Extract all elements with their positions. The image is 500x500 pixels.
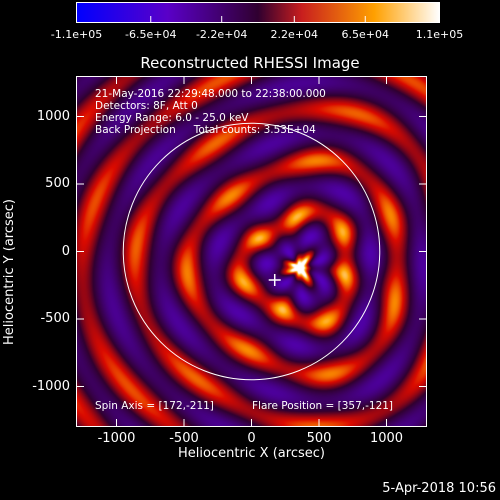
y-tick-label: 500 [45, 176, 70, 191]
y-tick-label: 0 [61, 243, 70, 259]
colorbar-tick-label: -1.1e+05 [50, 28, 103, 41]
y-axis-label: Heliocentric Y (arcsec) [2, 199, 17, 345]
x-tick-label: 0 [247, 431, 256, 446]
colorbar [76, 2, 440, 23]
x-tick-label: -1000 [97, 431, 136, 446]
solar-limb-circle [122, 122, 381, 381]
plot-area [76, 76, 427, 427]
x-tick-label: 1000 [369, 431, 404, 446]
info-block: 21-May-2016 22:29:48.000 to 22:38:00.000… [95, 88, 326, 136]
y-tick-label: -500 [40, 311, 70, 326]
x-axis-label: Heliocentric X (arcsec) [178, 446, 325, 461]
method: Back Projection [95, 124, 176, 136]
x-tick-label: -500 [169, 431, 199, 446]
spin-axis-marker [268, 273, 281, 286]
energy-range: Energy Range: 6.0 - 25.0 keV [95, 112, 249, 124]
time-range: 21-May-2016 22:29:48.000 to 22:38:00.000 [95, 88, 326, 100]
colorbar-tick-label: 2.2e+04 [270, 28, 319, 41]
spin-axis-label: Spin Axis = [172,-211] [95, 400, 214, 412]
colorbar-tick-label: 6.5e+04 [341, 28, 389, 41]
x-tick-label: 500 [306, 431, 332, 446]
y-tick-label: -1000 [32, 378, 70, 394]
heatmap-image [76, 76, 427, 427]
plot-frame [76, 76, 427, 427]
flare-position-label: Flare Position = [357,-121] [252, 400, 394, 412]
colorbar-tick-label: -2.2e+04 [195, 28, 248, 41]
colorbar-tick-label: 1.1e+05 [415, 28, 464, 41]
chart-title: Reconstructed RHESSI Image [140, 54, 360, 72]
colorbar-labels: -1.1e+05 -6.5e+04 -2.2e+04 2.2e+04 6.5e+04 1.… [51, 0, 463, 45]
colorbar-tick-label: -6.5e+04 [125, 28, 177, 41]
y-tick-label: 1000 [36, 108, 70, 124]
footer-date: 5-Apr-2018 10:56 [382, 481, 496, 496]
total-counts: Total counts: 3.53E+04 [193, 124, 316, 136]
detectors: Detectors: 8F, Att 0 [95, 100, 198, 112]
